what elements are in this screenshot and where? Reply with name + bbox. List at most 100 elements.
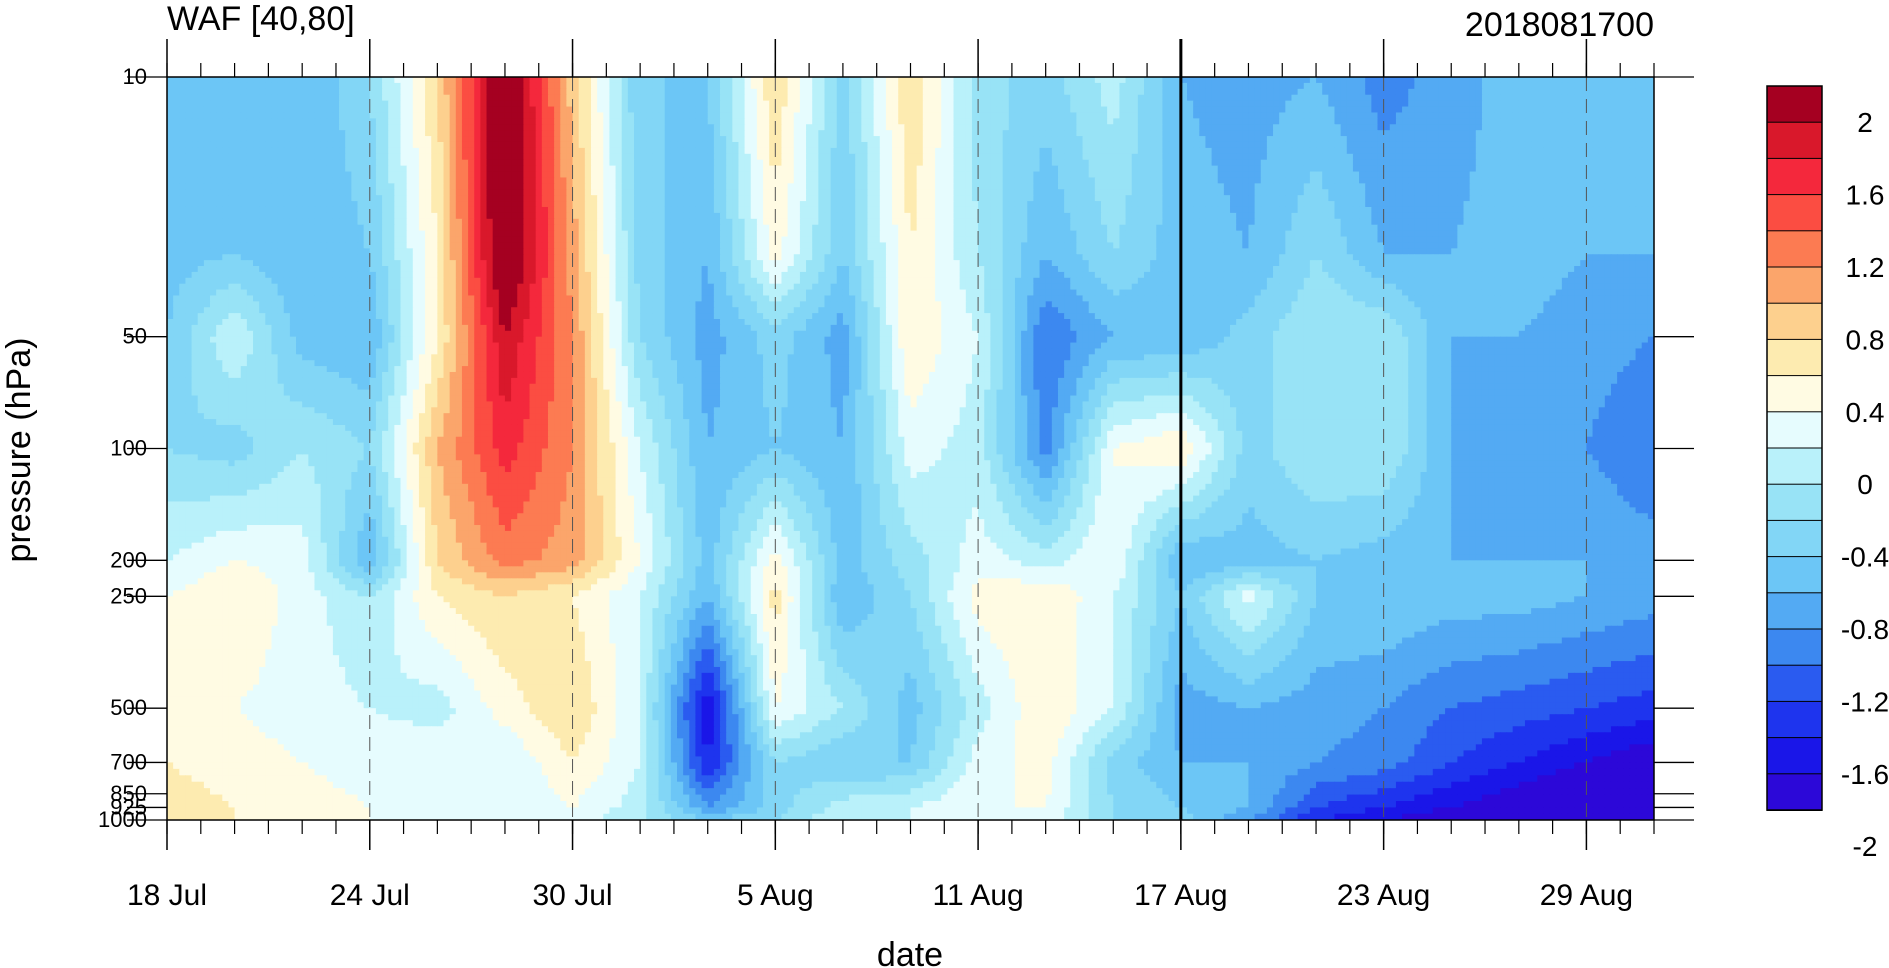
- field-cell: [431, 101, 438, 108]
- field-cell: [431, 207, 438, 214]
- field-cell: [290, 148, 297, 155]
- field-cell: [376, 213, 383, 220]
- field-cell: [437, 112, 444, 119]
- field-cell: [345, 154, 352, 161]
- field-cell: [265, 225, 272, 232]
- field-cell: [259, 242, 266, 249]
- field-cell: [222, 107, 229, 114]
- field-cell: [167, 118, 174, 125]
- field-cell: [339, 219, 346, 226]
- field-cell: [271, 101, 278, 108]
- field-cell: [345, 231, 352, 238]
- field-cell: [333, 95, 340, 102]
- field-cell: [339, 124, 346, 131]
- field-cell: [339, 118, 346, 125]
- field-cell: [413, 142, 420, 149]
- field-cell: [314, 160, 321, 167]
- field-cell: [259, 189, 266, 196]
- field-cell: [382, 95, 389, 102]
- field-cell: [351, 154, 358, 161]
- field-cell: [173, 130, 180, 137]
- field-cell: [456, 77, 463, 84]
- field-cell: [394, 231, 401, 238]
- field-cell: [210, 130, 217, 137]
- field-cell: [382, 83, 389, 90]
- field-cell: [302, 107, 309, 114]
- field-cell: [351, 231, 358, 238]
- field-cell: [185, 101, 192, 108]
- field-cell: [185, 183, 192, 190]
- field-cell: [413, 136, 420, 143]
- field-cell: [302, 83, 309, 90]
- field-cell: [487, 101, 494, 108]
- field-cell: [259, 248, 266, 255]
- field-cell: [222, 112, 229, 119]
- field-cell: [247, 231, 254, 238]
- field-cell: [235, 207, 242, 214]
- field-cell: [407, 160, 414, 167]
- field-cell: [302, 237, 309, 244]
- field-cell: [413, 201, 420, 208]
- field-cell: [235, 231, 242, 238]
- field-cell: [333, 207, 340, 214]
- field-cell: [394, 89, 401, 96]
- field-cell: [296, 136, 303, 143]
- field-cell: [314, 225, 321, 232]
- field-cell: [167, 136, 174, 143]
- field-cell: [394, 248, 401, 255]
- field-cell: [278, 118, 285, 125]
- field-cell: [431, 89, 438, 96]
- field-cell: [493, 130, 500, 137]
- field-cell: [278, 107, 285, 114]
- field-cell: [419, 95, 426, 102]
- field-cell: [407, 183, 414, 190]
- field-cell: [253, 166, 260, 173]
- field-cell: [351, 213, 358, 220]
- field-cell: [222, 177, 229, 184]
- field-cell: [173, 213, 180, 220]
- field-cell: [321, 213, 328, 220]
- field-cell: [271, 225, 278, 232]
- field-cell: [296, 130, 303, 137]
- field-cell: [302, 166, 309, 173]
- field-cell: [271, 219, 278, 226]
- field-cell: [204, 136, 211, 143]
- field-cell: [357, 148, 364, 155]
- field-cell: [308, 95, 315, 102]
- field-cell: [253, 118, 260, 125]
- field-cell: [210, 95, 217, 102]
- field-cell: [401, 130, 408, 137]
- field-cell: [222, 248, 229, 255]
- field-cell: [210, 189, 217, 196]
- field-cell: [413, 77, 420, 84]
- field-cell: [253, 177, 260, 184]
- field-cell: [259, 112, 266, 119]
- field-cell: [339, 201, 346, 208]
- field-cell: [235, 166, 242, 173]
- field-cell: [327, 107, 334, 114]
- field-cell: [431, 95, 438, 102]
- field-cell: [179, 112, 186, 119]
- field-cell: [468, 89, 475, 96]
- field-cell: [437, 101, 444, 108]
- field-cell: [327, 130, 334, 137]
- field-cell: [308, 107, 315, 114]
- field-cell: [284, 237, 291, 244]
- field-cell: [308, 177, 315, 184]
- field-cell: [450, 136, 457, 143]
- field-cell: [290, 160, 297, 167]
- field-cell: [271, 136, 278, 143]
- field-cell: [179, 101, 186, 108]
- field-cell: [413, 154, 420, 161]
- field-cell: [210, 201, 217, 208]
- field-cell: [265, 77, 272, 84]
- field-cell: [216, 130, 223, 137]
- field-cell: [204, 248, 211, 255]
- field-cell: [247, 237, 254, 244]
- field-cell: [401, 248, 408, 255]
- field-cell: [284, 248, 291, 255]
- field-cell: [314, 189, 321, 196]
- field-cell: [192, 231, 199, 238]
- field-cell: [431, 148, 438, 155]
- field-cell: [382, 89, 389, 96]
